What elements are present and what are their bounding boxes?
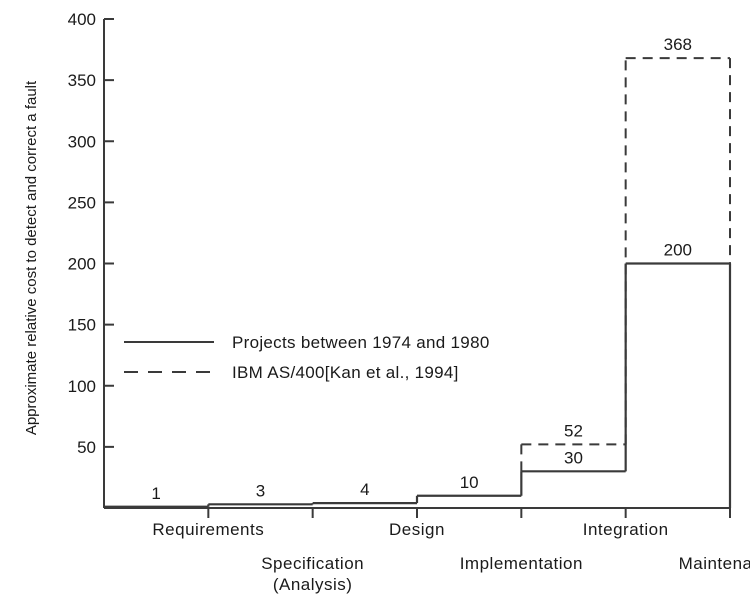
x-category-label-4-0: Integration bbox=[583, 520, 669, 539]
data-label-s0-2: 4 bbox=[360, 480, 369, 499]
legend-label-1: IBM AS/400[Kan et al., 1994] bbox=[232, 363, 459, 382]
y-tick-label-300: 300 bbox=[68, 132, 96, 151]
y-tick-label-100: 100 bbox=[68, 377, 96, 396]
data-label-s1-5: 368 bbox=[664, 35, 692, 54]
x-category-label-1-0: Specification bbox=[261, 554, 364, 573]
data-label-s0-1: 3 bbox=[256, 481, 265, 500]
data-label-s0-0: 1 bbox=[151, 484, 160, 503]
series-layer bbox=[104, 57, 732, 508]
x-category-label-1-1: (Analysis) bbox=[273, 575, 353, 594]
legend: Projects between 1974 and 1980 IBM AS/400… bbox=[124, 333, 490, 382]
x-category-label-0-0: Requirements bbox=[152, 520, 264, 539]
y-tick-label-350: 350 bbox=[68, 71, 96, 90]
y-axis-title: Approximate relative cost to detect and … bbox=[23, 80, 40, 435]
data-label-s1-4: 52 bbox=[564, 421, 583, 440]
data-label-s0-5: 200 bbox=[664, 241, 692, 260]
legend-label-0: Projects between 1974 and 1980 bbox=[232, 333, 490, 352]
y-tick-label-250: 250 bbox=[68, 193, 96, 212]
data-label-s0-3: 10 bbox=[460, 473, 479, 492]
y-tick-label-400: 400 bbox=[68, 10, 96, 29]
x-category-label-5-0: Maintenance bbox=[679, 554, 750, 573]
y-tick-label-150: 150 bbox=[68, 316, 96, 335]
labels-layer: 1 3 4 10 30 200 52 368 bbox=[151, 35, 692, 503]
x-category-label-2-0: Design bbox=[389, 520, 445, 539]
x-category-label-3-0: Implementation bbox=[460, 554, 583, 573]
y-tick-label-200: 200 bbox=[68, 255, 96, 274]
data-label-s0-4: 30 bbox=[564, 448, 583, 467]
y-tick-label-50: 50 bbox=[77, 438, 96, 457]
axes: 50 100 150 200 250 300 350 400 Requirements Speci… bbox=[68, 10, 750, 594]
